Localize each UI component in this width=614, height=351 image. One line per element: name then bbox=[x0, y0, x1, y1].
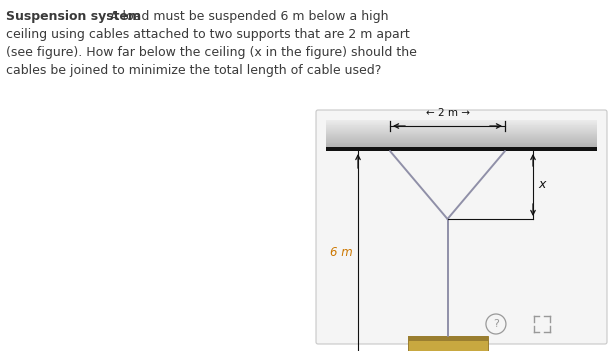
Bar bbox=[326, 123, 597, 124]
Bar bbox=[326, 135, 597, 137]
Bar bbox=[326, 130, 597, 131]
Bar bbox=[326, 136, 597, 138]
FancyBboxPatch shape bbox=[316, 110, 607, 344]
Bar bbox=[326, 120, 597, 121]
Bar bbox=[326, 133, 597, 134]
Bar bbox=[326, 139, 597, 140]
Text: ?: ? bbox=[493, 319, 499, 329]
Bar bbox=[326, 137, 597, 139]
Text: cables be joined to minimize the total length of cable used?: cables be joined to minimize the total l… bbox=[6, 64, 381, 77]
Bar bbox=[326, 144, 597, 146]
Bar bbox=[326, 121, 597, 122]
Bar bbox=[326, 131, 597, 132]
Text: 6 m: 6 m bbox=[330, 246, 353, 259]
Bar bbox=[408, 336, 488, 351]
Text: (see figure). How far below the ceiling (x in the figure) should the: (see figure). How far below the ceiling … bbox=[6, 46, 417, 59]
Bar bbox=[326, 127, 597, 128]
Bar bbox=[326, 141, 597, 142]
Bar bbox=[326, 134, 597, 136]
Bar bbox=[326, 128, 597, 130]
Bar bbox=[326, 145, 597, 147]
Bar bbox=[326, 133, 597, 135]
Bar bbox=[326, 125, 597, 126]
Bar bbox=[326, 122, 597, 123]
Bar bbox=[326, 144, 597, 145]
Bar bbox=[326, 125, 597, 127]
Bar bbox=[326, 124, 597, 125]
Bar bbox=[326, 146, 597, 147]
Text: Suspension system: Suspension system bbox=[6, 10, 141, 23]
Bar bbox=[326, 129, 597, 131]
Bar bbox=[326, 143, 597, 144]
Text: ceiling using cables attached to two supports that are 2 m apart: ceiling using cables attached to two sup… bbox=[6, 28, 410, 41]
Bar bbox=[408, 336, 488, 341]
Text: ← 2 m →: ← 2 m → bbox=[426, 108, 470, 118]
Bar bbox=[326, 126, 597, 128]
Text: A load must be suspended 6 m below a high: A load must be suspended 6 m below a hig… bbox=[106, 10, 389, 23]
Bar bbox=[326, 141, 597, 143]
Text: x: x bbox=[538, 179, 545, 192]
Bar bbox=[326, 132, 597, 133]
Bar bbox=[326, 147, 597, 151]
Bar bbox=[326, 138, 597, 139]
Bar bbox=[326, 140, 597, 141]
